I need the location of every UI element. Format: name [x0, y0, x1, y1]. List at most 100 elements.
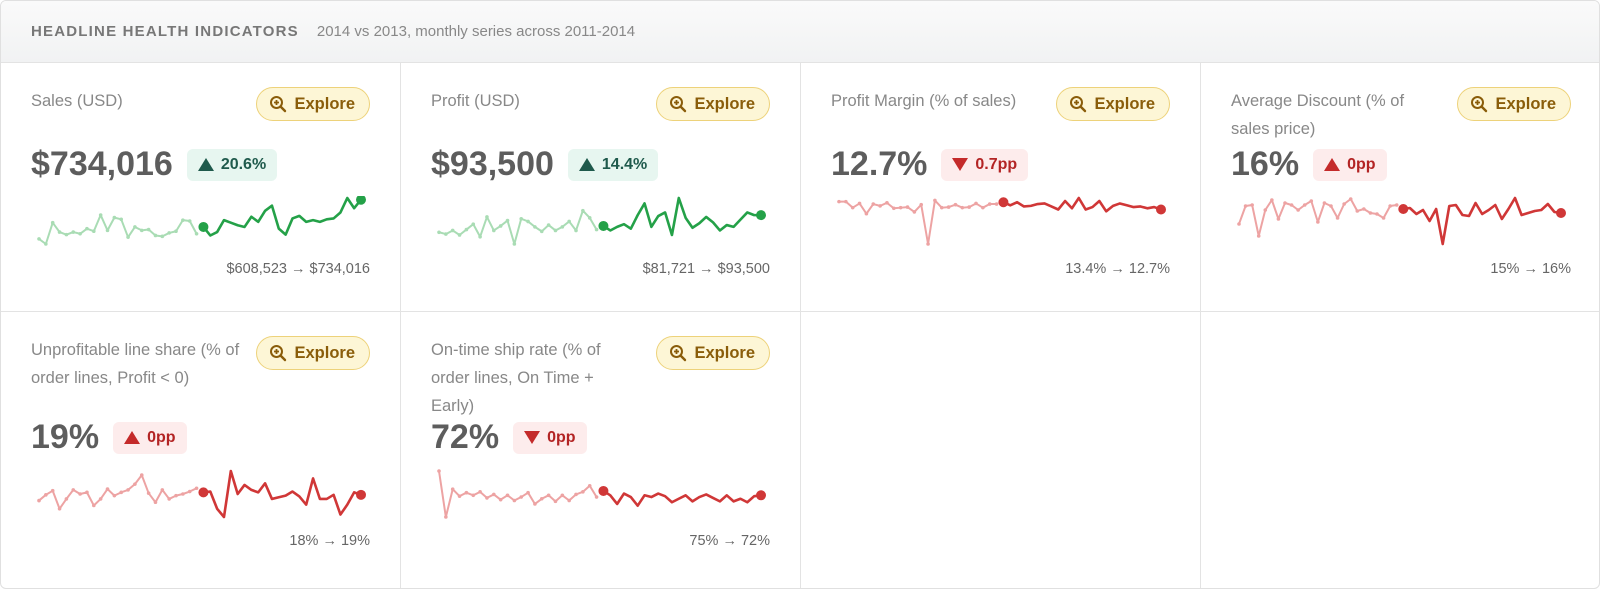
- sparkline-prior-point: [92, 229, 96, 234]
- delta-arrow-icon: [578, 158, 595, 171]
- kpi-card-profit: Profit (USD) Explore $93,500 14.4% $81,7…: [401, 63, 801, 312]
- kpi-value: 12.7%: [831, 145, 928, 183]
- range-text: 75% → 72%: [689, 533, 770, 549]
- sparkline-prior-point: [581, 490, 585, 494]
- delta-arrow-icon: [124, 431, 141, 444]
- sparkline-prior-point: [119, 490, 124, 495]
- sparkline-prior-point: [139, 473, 144, 477]
- sparkline-prior-point: [153, 500, 158, 505]
- sparkline-prior-point: [174, 229, 178, 234]
- sparkline-prior-point: [478, 234, 482, 239]
- sparkline-prior-point: [119, 217, 124, 222]
- sparkline-prior-point: [505, 493, 510, 498]
- zoom-in-icon: [669, 95, 687, 113]
- sparkline-prior-point: [181, 492, 185, 496]
- sparkline-prior-series: [438, 209, 598, 245]
- sparkline-prior-point: [187, 489, 192, 494]
- explore-button[interactable]: Explore: [256, 336, 370, 370]
- sparkline-prior-point: [167, 497, 171, 501]
- sparkline-prior-point: [187, 219, 192, 223]
- sparkline-prior-point: [167, 231, 171, 235]
- sparkline-prior-point: [37, 237, 41, 241]
- sparkline-prior-point: [450, 228, 455, 233]
- sparkline-prior-point: [498, 224, 503, 228]
- sparkline-prior-point: [587, 216, 592, 220]
- sparkline-prior-point: [967, 205, 971, 209]
- sparkline-prior-point: [485, 496, 489, 500]
- sparkline-prior-point: [574, 228, 578, 233]
- kpi-value: $734,016: [31, 145, 173, 183]
- sparkline-prior-point: [512, 242, 517, 246]
- explore-button[interactable]: Explore: [1457, 87, 1571, 121]
- sparkline-prior-point: [146, 491, 151, 495]
- sparkline-prior-point: [878, 204, 882, 208]
- sparkline-prior-series: [38, 474, 198, 510]
- sparkline: [37, 196, 366, 246]
- sparkline-prior-point: [437, 469, 441, 473]
- sparkline-prior-point: [946, 205, 951, 209]
- value-row: 19% 0pp: [31, 418, 187, 457]
- sparkline-prior-point: [457, 233, 462, 237]
- delta-value: 14.4%: [601, 155, 648, 173]
- kpi-card-on-time-ship-rate: On-time ship rate (% of order lines, On …: [401, 312, 801, 588]
- sparkline-prior-point: [50, 220, 55, 225]
- delta-badge: 0pp: [513, 421, 587, 454]
- sparkline-prior-point: [885, 201, 889, 205]
- sparkline-prior-point: [160, 234, 165, 239]
- delta-value: 0pp: [147, 428, 176, 446]
- value-row: $734,016 20.6%: [31, 145, 278, 184]
- sparkline-end-marker: [356, 489, 366, 500]
- sparkline-prior-point: [1394, 203, 1399, 207]
- value-row: 72% 0pp: [431, 418, 587, 457]
- explore-button[interactable]: Explore: [256, 87, 370, 121]
- empty-cell: [1201, 312, 1599, 588]
- sparkline-current-series: [602, 489, 762, 508]
- sparkline-prior-point: [444, 232, 448, 236]
- explore-button[interactable]: Explore: [656, 336, 770, 370]
- delta-badge: 0.7pp: [941, 148, 1029, 181]
- delta-value: 0pp: [1347, 155, 1376, 173]
- sparkline-prior-point: [892, 206, 896, 211]
- explore-button[interactable]: Explore: [1056, 87, 1170, 121]
- sparkline-prior-point: [71, 230, 76, 234]
- sparkline-prior-point: [464, 227, 469, 232]
- sparkline-prior-point: [864, 211, 869, 216]
- sparkline-prior-point: [567, 219, 571, 224]
- sparkline-end-marker: [756, 490, 766, 501]
- kpi-card-profit-margin: Profit Margin (% of sales) Explore 12.7%…: [801, 63, 1201, 312]
- sparkline-prior-point: [471, 222, 476, 226]
- explore-button[interactable]: Explore: [656, 87, 770, 121]
- delta-value: 0.7pp: [975, 155, 1018, 173]
- explore-label: Explore: [294, 94, 355, 113]
- sparkline-prior-point: [1309, 199, 1314, 203]
- card-title: Average Discount (% of sales price): [1231, 92, 1405, 138]
- sparkline: [837, 196, 1166, 246]
- card-title: Profit (USD): [431, 92, 520, 110]
- zoom-in-icon: [269, 95, 287, 113]
- delta-badge: 14.4%: [567, 148, 659, 181]
- delta-arrow-icon: [524, 431, 541, 444]
- sparkline-prior-point: [587, 483, 592, 488]
- sparkline-prior-point: [64, 232, 69, 237]
- sparkline-prior-point: [1243, 204, 1248, 208]
- sparkline-prior-point: [533, 225, 537, 229]
- sparkline-prior-point: [105, 487, 110, 491]
- sparkline-prior-point: [444, 515, 448, 519]
- sparkline-prior-point: [92, 503, 96, 508]
- card-title: Sales (USD): [31, 92, 123, 110]
- empty-cell: [801, 312, 1201, 588]
- sparkline-prior-point: [1348, 197, 1353, 201]
- sparkline-prior-point: [546, 223, 551, 227]
- kpi-card-sales: Sales (USD) Explore $734,016 20.6% $608,…: [1, 63, 401, 312]
- sparkline-prior-point: [194, 486, 199, 491]
- delta-value: 20.6%: [220, 155, 267, 173]
- sparkline-prior-point: [953, 202, 958, 207]
- value-row: 16% 0pp: [1231, 145, 1387, 184]
- sparkline-prior-point: [498, 497, 503, 502]
- sparkline-prior-point: [539, 496, 544, 501]
- value-row: $93,500 14.4%: [431, 145, 659, 184]
- sparkline-prior-point: [987, 202, 992, 206]
- sparkline-prior-point: [539, 229, 544, 234]
- sparkline-prior-point: [1316, 220, 1320, 224]
- sparkline-start-marker: [1398, 204, 1409, 214]
